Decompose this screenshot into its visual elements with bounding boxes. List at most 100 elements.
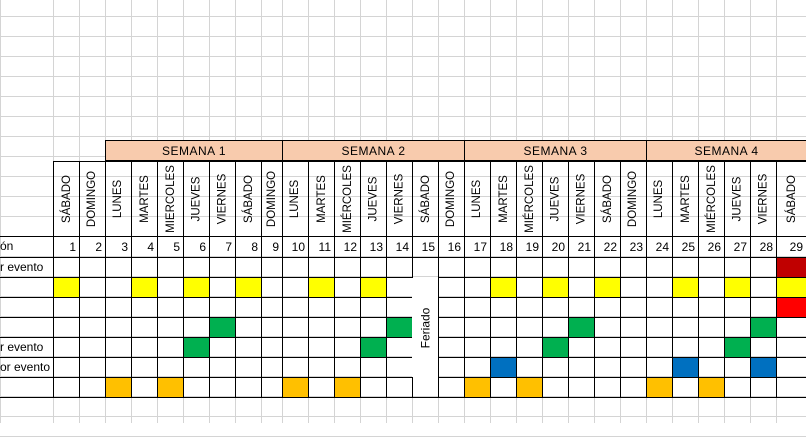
gridline-horizontal [0,56,806,57]
table-border [209,161,210,397]
table-border [438,377,806,378]
schedule-cell[interactable] [464,377,490,397]
day-number: 7 [225,239,232,254]
table-border [438,297,806,298]
week-header: SEMANA 1 [105,140,283,161]
schedule-cell[interactable] [334,377,360,397]
day-name-cell: SÁBADO [594,161,620,236]
day-name-label: MARTES [315,174,328,223]
feriado-label: Feriado [418,307,432,348]
schedule-cell[interactable] [776,277,806,297]
gridline-horizontal [0,396,806,397]
schedule-cell[interactable] [776,257,806,277]
day-number: 10 [291,239,305,254]
day-name-label: MIÉRCOLES [523,164,536,233]
table-border [438,277,806,278]
day-name-cell: MIÉRCOLES [334,161,360,236]
row-label: r evento [0,260,44,274]
day-name-cell: MIÉRCOLES [516,161,542,236]
schedule-cell[interactable] [776,297,806,317]
table-border [282,161,283,397]
schedule-cell[interactable] [750,357,776,377]
day-number: 5 [173,239,180,254]
schedule-cell[interactable] [724,337,750,357]
table-border [438,357,806,358]
schedule-cell[interactable] [360,277,386,297]
schedule-cell[interactable] [672,277,698,297]
day-number: 9 [272,239,279,254]
schedule-cell[interactable] [131,277,157,297]
table-border [438,317,806,318]
gridline-horizontal [0,216,806,217]
schedule-cell[interactable] [516,377,542,397]
day-name-cell: JUEVES [360,161,386,236]
table-border [261,161,262,397]
schedule-cell[interactable] [209,317,235,337]
gridline-horizontal [0,76,806,77]
gridline-horizontal [0,196,806,197]
schedule-cell[interactable] [53,277,79,297]
row-label: or evento [0,360,51,374]
day-name-label: SÁBADO [785,174,798,223]
day-name-label: LUNES [653,179,666,218]
day-name-cell: SÁBADO [235,161,261,236]
table-border [0,357,412,358]
table-border [542,161,543,397]
table-border [0,277,412,278]
schedule-cell[interactable] [360,337,386,357]
schedule-cell[interactable] [646,377,672,397]
table-border [0,236,806,237]
day-name-cell: MARTES [131,161,157,236]
day-name-cell: JUEVES [542,161,568,236]
table-border [724,161,725,397]
gridline-horizontal [0,96,806,97]
gridline-horizontal [0,356,806,357]
schedule-cell[interactable] [568,317,594,337]
day-name-cell: MARTES [672,161,698,236]
day-name-cell: VIERNES [386,161,412,236]
gridline-horizontal [0,116,806,117]
day-name-cell: LUNES [282,161,308,236]
schedule-cell[interactable] [542,337,568,357]
schedule-cell[interactable] [490,357,516,377]
schedule-cell[interactable] [724,277,750,297]
day-number: 18 [499,239,513,254]
day-number: 3 [121,239,128,254]
schedule-cell[interactable] [698,377,724,397]
day-name-cell: VIERNES [209,161,235,236]
table-border [386,161,387,397]
gridline-horizontal [0,276,806,277]
row-label: ón [0,239,14,253]
day-name-label: VIERNES [575,173,588,224]
schedule-cell[interactable] [105,377,131,397]
schedule-cell[interactable] [542,277,568,297]
day-name-label: LUNES [289,179,302,218]
day-name-label: VIERNES [216,173,229,224]
schedule-cell[interactable] [308,277,334,297]
gridline-horizontal [0,36,806,37]
day-number: 21 [577,239,591,254]
schedule-cell[interactable] [386,317,412,337]
table-border [157,161,158,397]
schedule-cell[interactable] [183,337,209,357]
schedule-cell[interactable] [183,277,209,297]
day-number: 8 [251,239,258,254]
day-name-label: SÁBADO [601,174,614,223]
day-name-label: JUEVES [549,176,562,221]
schedule-cell[interactable] [594,277,620,297]
week-header: SEMANA 3 [464,140,647,161]
schedule-cell[interactable] [235,277,261,297]
table-border [0,317,412,318]
table-border [53,161,806,162]
schedule-cell[interactable] [672,357,698,377]
day-name-cell: LUNES [646,161,672,236]
schedule-cell[interactable] [282,377,308,397]
day-name-cell: DOMINGO [261,161,282,236]
schedule-cell[interactable] [750,317,776,337]
schedule-cell[interactable] [157,377,183,397]
schedule-cell[interactable] [490,277,516,297]
week-header: SEMANA 2 [282,140,465,161]
table-border [360,161,361,397]
table-border [131,161,132,397]
